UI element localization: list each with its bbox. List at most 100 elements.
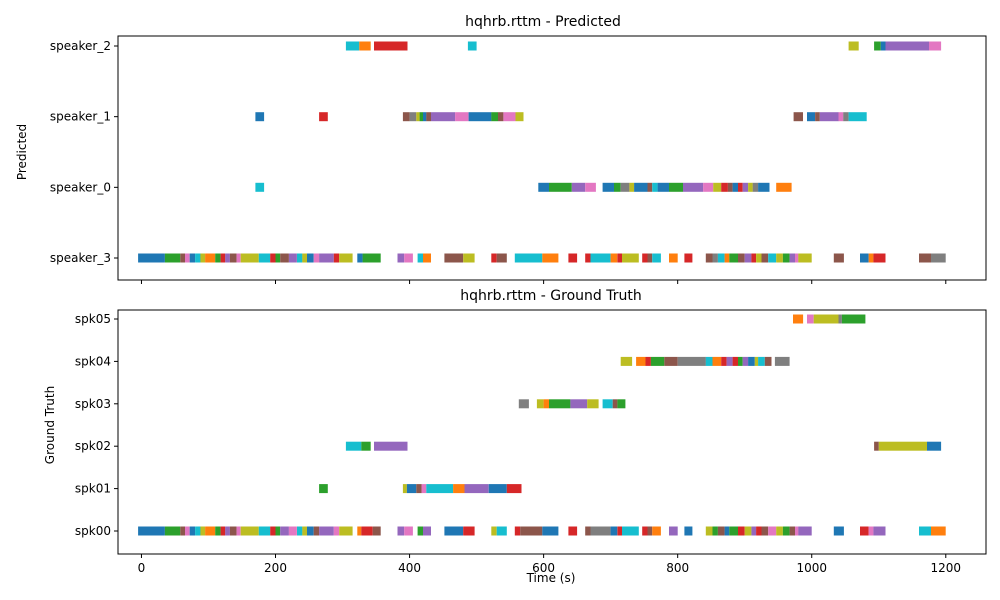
predicted-segment-speaker_3-112 [744,253,752,263]
predicted-segment-speaker_3-122 [833,253,844,263]
ground-truth-xtick-label-200: 200 [264,561,287,575]
predicted-segment-speaker_3-62 [195,253,201,263]
predicted-segment-speaker_1-27 [819,112,839,122]
predicted-segment-speaker_0-33 [549,182,572,192]
predicted-segment-speaker_0-43 [657,182,669,192]
predicted-segment-speaker_3-76 [297,253,303,263]
ground-truth-segment-spk00-74 [357,526,362,536]
predicted-segment-speaker_3-99 [617,253,623,263]
predicted-segment-speaker_1-23 [515,112,524,122]
predicted-segment-speaker_1-16 [426,112,431,122]
predicted-segment-speaker_1-30 [848,112,867,122]
predicted-segment-speaker_3-102 [647,253,653,263]
predicted-segment-speaker_3-125 [873,253,886,263]
predicted-segment-speaker_1-22 [503,112,516,122]
predicted-segment-speaker_3-115 [761,253,769,263]
ground-truth-xtick-label-1200: 1200 [931,561,962,575]
ground-truth-segment-spk00-98 [684,526,693,536]
ground-truth-segment-spk04-22 [774,356,790,366]
ground-truth-segment-spk02-34 [374,441,408,451]
ground-truth-segment-spk02-32 [345,441,362,451]
predicted-segment-speaker_1-13 [416,112,420,122]
predicted-segment-speaker_3-116 [768,253,777,263]
ground-truth-segment-spk00-60 [236,526,241,536]
predicted-segment-speaker_1-11 [402,112,410,122]
ground-truth-segment-spk00-96 [652,526,661,536]
ground-truth-segment-spk01-43 [426,484,454,494]
predicted-segment-speaker_0-40 [634,182,648,192]
predicted-segment-speaker_2-0 [345,41,360,51]
predicted-segment-speaker_3-85 [397,253,405,263]
predicted-segment-speaker_0-44 [669,182,684,192]
ground-truth-segment-spk04-14 [726,356,733,366]
ground-truth-segment-spk00-70 [313,526,320,536]
predicted-segment-speaker_3-75 [288,253,297,263]
predicted-segment-speaker_1-19 [468,112,492,122]
ground-truth-xtick-label-800: 800 [666,561,689,575]
predicted-segment-speaker_3-83 [357,253,363,263]
predicted-segment-speaker_3-98 [610,253,618,263]
predicted-segment-speaker_3-59 [180,253,185,263]
ground-truth-segment-spk04-16 [738,356,743,366]
ground-truth-segment-spk00-91 [610,526,618,536]
predicted-segment-speaker_1-12 [409,112,417,122]
predicted-segment-speaker_3-72 [270,253,276,263]
predicted-segment-speaker_0-48 [721,182,728,192]
ground-truth-segment-spk04-17 [742,356,749,366]
predicted-segment-speaker_3-111 [738,253,745,263]
ground-truth-segment-spk00-106 [751,526,757,536]
predicted-segment-speaker_3-57 [138,253,165,263]
predicted-segment-speaker_0-34 [571,182,586,192]
ground-truth-segment-spk02-36 [878,441,928,451]
predicted-segment-speaker_3-71 [258,253,271,263]
ground-truth-segment-spk00-79 [417,526,423,536]
ground-truth-segment-spk03-29 [602,399,613,409]
predicted-segment-speaker_2-5 [874,41,881,51]
ground-truth-segment-spk00-51 [185,526,190,536]
predicted-segment-speaker_3-78 [307,253,314,263]
ground-truth-segment-spk00-53 [195,526,201,536]
predicted-segment-speaker_1-28 [838,112,844,122]
predicted-segment-speaker_3-114 [756,253,762,263]
ground-truth-segment-spk00-88 [568,526,578,536]
ground-truth-segment-spk04-21 [764,356,772,366]
predicted-segment-speaker_3-82 [339,253,353,263]
ground-truth-segment-spk00-118 [873,526,886,536]
predicted-segment-speaker_3-87 [417,253,423,263]
predicted-segment-speaker_3-79 [313,253,320,263]
ground-truth-segment-spk01-46 [488,484,507,494]
ground-truth-segment-spk03-25 [543,399,549,409]
predicted-segment-speaker_3-92 [496,253,507,263]
ground-truth-segment-spk00-115 [833,526,844,536]
ground-truth-segment-spk00-56 [215,526,221,536]
predicted-segment-speaker_1-18 [455,112,469,122]
ground-truth-segment-spk00-66 [288,526,297,536]
predicted-panel: hqhrb.rttm - Predicted Predicted speaker… [15,14,987,284]
ground-truth-segment-spk04-18 [748,356,755,366]
ground-truth-segment-spk00-57 [220,526,226,536]
predicted-segment-speaker_3-89 [444,253,464,263]
ground-truth-segment-spk00-64 [275,526,281,536]
predicted-segment-speaker_0-37 [614,182,621,192]
ground-truth-segment-spk00-100 [712,526,718,536]
ground-truth-segment-spk04-20 [758,356,765,366]
ground-truth-segment-spk00-103 [729,526,738,536]
ground-truth-segment-spk00-68 [302,526,307,536]
ground-truth-segment-spk00-94 [642,526,648,536]
ground-truth-ytick-label-spk02: spk02 [75,439,111,453]
predicted-segment-speaker_3-70 [240,253,259,263]
ground-truth-segment-spk00-112 [789,526,795,536]
ground-truth-segment-spk00-99 [705,526,713,536]
predicted-segment-speaker_3-74 [280,253,289,263]
ground-truth-segment-spk03-27 [570,399,588,409]
predicted-segment-speaker_0-47 [713,182,722,192]
ground-truth-segment-spk00-49 [164,526,181,536]
predicted-segment-speaker_3-127 [931,253,946,263]
predicted-segment-speaker_3-120 [795,253,799,263]
ground-truth-segment-spk00-81 [444,526,464,536]
ground-truth-yticks: spk00 spk01 spk02 spk03 spk04 spk05 [75,312,118,538]
ground-truth-segment-spk00-86 [520,526,543,536]
ground-truth-ytick-label-spk03: spk03 [75,397,111,411]
predicted-segment-speaker_3-69 [236,253,241,263]
